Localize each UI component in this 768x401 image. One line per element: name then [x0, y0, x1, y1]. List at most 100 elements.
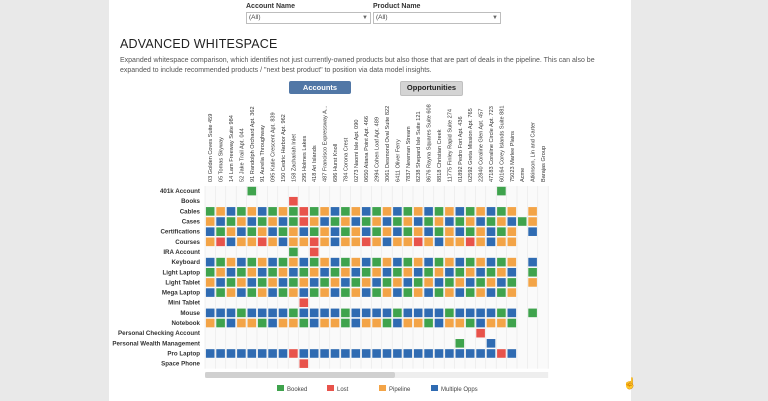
- heatmap-cell[interactable]: [465, 237, 475, 247]
- heatmap-cell[interactable]: [382, 308, 392, 318]
- heatmap-cell[interactable]: [403, 278, 413, 287]
- heatmap-cell[interactable]: [351, 227, 361, 236]
- heatmap-cell[interactable]: [289, 237, 298, 247]
- heatmap-cell[interactable]: [455, 339, 465, 348]
- heatmap-cell[interactable]: [486, 217, 496, 226]
- heatmap-cell[interactable]: [445, 349, 454, 358]
- heatmap-cell[interactable]: [299, 288, 309, 297]
- heatmap-cell[interactable]: [413, 257, 423, 267]
- heatmap-cell[interactable]: [320, 349, 329, 358]
- heatmap-cell[interactable]: [205, 308, 215, 318]
- product-name-filter[interactable]: Product Name ▽ ⌄ (All) ▼: [373, 0, 501, 24]
- heatmap-cell[interactable]: [226, 267, 236, 277]
- heatmap-cell[interactable]: [486, 227, 496, 236]
- heatmap-cell[interactable]: [341, 278, 350, 287]
- heatmap-cell[interactable]: [216, 308, 225, 318]
- heatmap-cell[interactable]: [372, 318, 381, 328]
- heatmap-cell[interactable]: [289, 318, 298, 328]
- heatmap-cell[interactable]: [257, 267, 267, 277]
- heatmap-cell[interactable]: [330, 278, 340, 287]
- heatmap-cell[interactable]: [278, 217, 288, 226]
- heatmap-cell[interactable]: [382, 278, 392, 287]
- heatmap-cell[interactable]: [486, 308, 496, 318]
- heatmap-cell[interactable]: [320, 237, 329, 247]
- heatmap-cell[interactable]: [351, 318, 361, 328]
- heatmap-cell[interactable]: [507, 318, 517, 328]
- heatmap-cell[interactable]: [372, 308, 381, 318]
- heatmap-cell[interactable]: [237, 267, 246, 277]
- heatmap-cell[interactable]: [268, 288, 277, 297]
- heatmap-cell[interactable]: [341, 318, 350, 328]
- heatmap-cell[interactable]: [497, 278, 506, 287]
- heatmap-cell[interactable]: [237, 308, 246, 318]
- heatmap-cell[interactable]: [330, 288, 340, 297]
- heatmap-cell[interactable]: [372, 257, 381, 267]
- filter-icon[interactable]: ▽ ⌄: [480, 0, 491, 1]
- heatmap-cell[interactable]: [309, 257, 319, 267]
- heatmap-cell[interactable]: [507, 237, 517, 247]
- heatmap-cell[interactable]: [289, 267, 298, 277]
- heatmap-cell[interactable]: [434, 237, 444, 247]
- heatmap-cell[interactable]: [445, 318, 454, 328]
- heatmap-cell[interactable]: [372, 207, 381, 216]
- heatmap-cell[interactable]: [445, 267, 454, 277]
- heatmap-cell[interactable]: [268, 207, 277, 216]
- heatmap-cell[interactable]: [465, 278, 475, 287]
- heatmap-cell[interactable]: [528, 257, 537, 267]
- heatmap-cell[interactable]: [299, 318, 309, 328]
- heatmap-cell[interactable]: [361, 349, 371, 358]
- heatmap-cell[interactable]: [434, 257, 444, 267]
- heatmap-cell[interactable]: [465, 318, 475, 328]
- heatmap-cell[interactable]: [413, 278, 423, 287]
- heatmap-cell[interactable]: [497, 308, 506, 318]
- heatmap-cell[interactable]: [476, 267, 485, 277]
- heatmap-cell[interactable]: [361, 318, 371, 328]
- heatmap-cell[interactable]: [393, 207, 402, 216]
- heatmap-cell[interactable]: [299, 278, 309, 287]
- heatmap-cell[interactable]: [226, 227, 236, 236]
- heatmap-cell[interactable]: [528, 207, 537, 216]
- heatmap-cell[interactable]: [424, 207, 433, 216]
- heatmap-cell[interactable]: [455, 288, 465, 297]
- heatmap-cell[interactable]: [382, 257, 392, 267]
- heatmap-cell[interactable]: [497, 186, 506, 196]
- heatmap-cell[interactable]: [486, 267, 496, 277]
- heatmap-cell[interactable]: [465, 308, 475, 318]
- heatmap-cell[interactable]: [278, 227, 288, 236]
- heatmap-cell[interactable]: [237, 257, 246, 267]
- heatmap-cell[interactable]: [445, 308, 454, 318]
- heatmap-cell[interactable]: [289, 349, 298, 358]
- heatmap-cell[interactable]: [309, 217, 319, 226]
- heatmap-cell[interactable]: [393, 308, 402, 318]
- heatmap-cell[interactable]: [476, 227, 485, 236]
- heatmap-cell[interactable]: [330, 227, 340, 236]
- heatmap-cell[interactable]: [257, 207, 267, 216]
- heatmap-cell[interactable]: [268, 349, 277, 358]
- heatmap-cell[interactable]: [205, 257, 215, 267]
- heatmap-cell[interactable]: [226, 318, 236, 328]
- heatmap-cell[interactable]: [361, 257, 371, 267]
- heatmap-cell[interactable]: [247, 237, 257, 247]
- heatmap-cell[interactable]: [393, 237, 402, 247]
- heatmap-cell[interactable]: [486, 257, 496, 267]
- heatmap-cell[interactable]: [247, 227, 257, 236]
- heatmap-cell[interactable]: [445, 278, 454, 287]
- heatmap-cell[interactable]: [351, 349, 361, 358]
- heatmap-cell[interactable]: [455, 318, 465, 328]
- heatmap-cell[interactable]: [424, 237, 433, 247]
- heatmap-cell[interactable]: [330, 349, 340, 358]
- heatmap-cell[interactable]: [382, 217, 392, 226]
- heatmap-cell[interactable]: [476, 288, 485, 297]
- heatmap-cell[interactable]: [247, 278, 257, 287]
- heatmap-cell[interactable]: [226, 278, 236, 287]
- heatmap-cell[interactable]: [247, 318, 257, 328]
- heatmap-cell[interactable]: [476, 237, 485, 247]
- heatmap-cell[interactable]: [278, 278, 288, 287]
- heatmap-cell[interactable]: [507, 217, 517, 226]
- heatmap-cell[interactable]: [247, 186, 257, 196]
- heatmap-cell[interactable]: [476, 257, 485, 267]
- heatmap-cell[interactable]: [351, 257, 361, 267]
- heatmap-cell[interactable]: [268, 237, 277, 247]
- heatmap-cell[interactable]: [424, 318, 433, 328]
- heatmap-cell[interactable]: [361, 227, 371, 236]
